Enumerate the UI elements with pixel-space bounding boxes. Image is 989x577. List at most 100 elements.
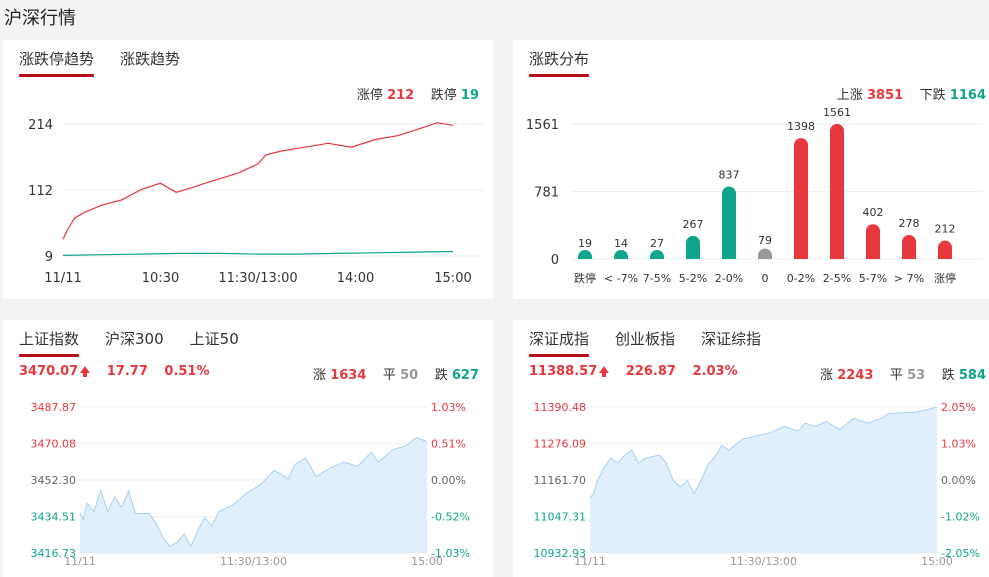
category-label: 0-2%	[787, 272, 815, 285]
tab-sse-composite[interactable]: 上证指数	[19, 328, 80, 357]
sz-price: 11388.57	[529, 364, 598, 379]
data-label: 837	[719, 169, 740, 182]
y-tick-label-right: -2.05%	[941, 547, 980, 560]
category-label: 0	[762, 272, 769, 285]
y-tick-label-left: 11047.31	[534, 511, 587, 524]
y-tick-label-left: 3416.73	[31, 547, 77, 560]
sh-breadth: 涨 1634 平 50 跌 627	[313, 364, 479, 383]
y-tick-label-right: 0.00%	[431, 474, 466, 487]
x-tick-label: 15:00	[434, 271, 471, 286]
distribution-panel: 涨跌分布 上涨 3851 下跌 1164 1561 781 0 19 跌停 14 < -7%…	[513, 40, 989, 299]
down-count-value: 1164	[949, 88, 986, 103]
sz-quote: 11388.57 226.87 2.03%	[529, 364, 738, 379]
sz-flat-label: 平	[889, 368, 903, 383]
data-label: 1398	[787, 120, 815, 133]
y-tick-label: 112	[28, 184, 53, 199]
sz-up-value: 2243	[837, 368, 874, 383]
sh-down-label: 跌	[434, 368, 448, 383]
limit-down-label: 跌停	[430, 88, 457, 103]
sh-up-label: 涨	[313, 368, 327, 383]
page-title: 沪深行情	[4, 8, 76, 29]
bar	[866, 224, 880, 259]
price-line	[79, 436, 428, 548]
shenzhen-tabs: 深证成指 创业板指 深证综指	[529, 328, 787, 357]
bar	[794, 138, 808, 259]
dist-stats: 上涨 3851 下跌 1164	[837, 84, 986, 103]
sh-quote: 3470.07 17.77 0.51%	[19, 364, 210, 379]
sh-price: 3470.07	[19, 364, 79, 379]
data-label: 402	[863, 206, 884, 219]
up-count-label: 上涨	[836, 88, 863, 103]
tab-sse50[interactable]: 上证50	[189, 330, 239, 348]
tab-rise-fall-trend[interactable]: 涨跌趋势	[120, 50, 181, 68]
y-tick-label-left: 11161.70	[534, 474, 587, 487]
x-tick-label: 11:30/13:00	[220, 555, 287, 568]
bar	[578, 250, 592, 259]
category-label: 涨停	[934, 271, 956, 285]
bar	[758, 248, 772, 259]
price-area	[590, 407, 937, 553]
x-tick-label: 11/11	[44, 271, 81, 286]
tab-csi300[interactable]: 沪深300	[105, 330, 164, 348]
sh-down-value: 627	[451, 368, 479, 383]
y-tick-label-left: 3434.51	[31, 511, 77, 524]
y-tick-label-left: 10932.93	[534, 547, 587, 560]
x-tick-label: 15:00	[411, 555, 443, 568]
data-label: 267	[683, 218, 704, 231]
tab-limit-trend[interactable]: 涨跌停趋势	[19, 48, 95, 77]
bar	[902, 234, 916, 259]
category-label: < -7%	[604, 272, 638, 285]
bar	[722, 186, 736, 259]
sh-flat-label: 平	[382, 368, 396, 383]
category-label: 2-0%	[715, 272, 743, 285]
limit-up-label: 涨停	[356, 88, 383, 103]
y-tick-label-right: 2.05%	[941, 401, 976, 414]
y-tick-label-right: 1.03%	[941, 438, 976, 451]
x-tick-label: 11/11	[64, 555, 96, 568]
y-tick-label-right: -1.02%	[941, 511, 980, 524]
x-tick-label: 11:30/13:00	[218, 271, 297, 286]
limit-stats: 涨停 212 跌停 19	[357, 84, 479, 103]
price-area	[80, 437, 427, 553]
category-label: 跌停	[574, 271, 596, 285]
x-tick-label: 10:30	[142, 271, 179, 286]
limit-down-value: 19	[460, 88, 479, 103]
category-label: > 7%	[894, 272, 924, 285]
shanghai-intraday-chart: 3487.87 1.03% 3470.08 0.51% 3452.30 0.00% 3434…	[31, 401, 470, 568]
y-tick-label: 214	[28, 118, 53, 133]
tab-szse-composite[interactable]: 深证综指	[701, 330, 762, 348]
series-line-limit-up	[62, 122, 454, 240]
down-count-label: 下跌	[919, 88, 946, 103]
y-tick-label-left: 11390.48	[534, 401, 587, 414]
bar	[686, 235, 700, 259]
limit-up-value: 212	[387, 88, 415, 103]
distribution-chart: 1561 781 0 19 跌停 14 < -7% 27 7-5% 267 5-2% 837 2-0% 7…	[526, 106, 983, 285]
limit-trend-chart: 214 112 9 11/11 10:30 11:30/13:00 14:00 15:00	[28, 118, 483, 286]
series-line-limit-down	[62, 250, 454, 256]
y-tick-label: 781	[534, 186, 559, 201]
data-label: 27	[650, 237, 664, 250]
data-label: 278	[899, 217, 920, 230]
category-label: 5-2%	[679, 272, 707, 285]
shenzhen-intraday-chart: 11390.48 2.05% 11276.09 1.03% 11161.70 0.00% 1…	[534, 401, 980, 568]
up-arrow-icon	[80, 366, 91, 377]
x-tick-label: 11/11	[574, 555, 606, 568]
bar	[938, 240, 952, 259]
shanghai-tabs: 上证指数 沪深300 上证50	[19, 328, 265, 357]
shenzhen-index-panel: 深证成指 创业板指 深证综指 11388.57 226.87 2.03% 涨 2…	[513, 320, 989, 577]
tab-szse-component[interactable]: 深证成指	[529, 328, 590, 357]
data-label: 212	[935, 223, 956, 236]
y-tick-label: 1561	[526, 118, 559, 133]
data-label: 14	[614, 237, 628, 250]
category-label: 2-5%	[823, 272, 851, 285]
tab-distribution[interactable]: 涨跌分布	[529, 48, 590, 77]
sh-change: 17.77	[106, 364, 148, 379]
y-tick-label-right: -1.03%	[431, 547, 470, 560]
sz-down-label: 跌	[941, 368, 955, 383]
x-tick-label: 11:30/13:00	[730, 555, 797, 568]
tab-chinext[interactable]: 创业板指	[615, 330, 676, 348]
sh-up-value: 1634	[330, 368, 367, 383]
price-line	[589, 406, 938, 499]
y-tick-label-right: -0.52%	[431, 511, 470, 524]
